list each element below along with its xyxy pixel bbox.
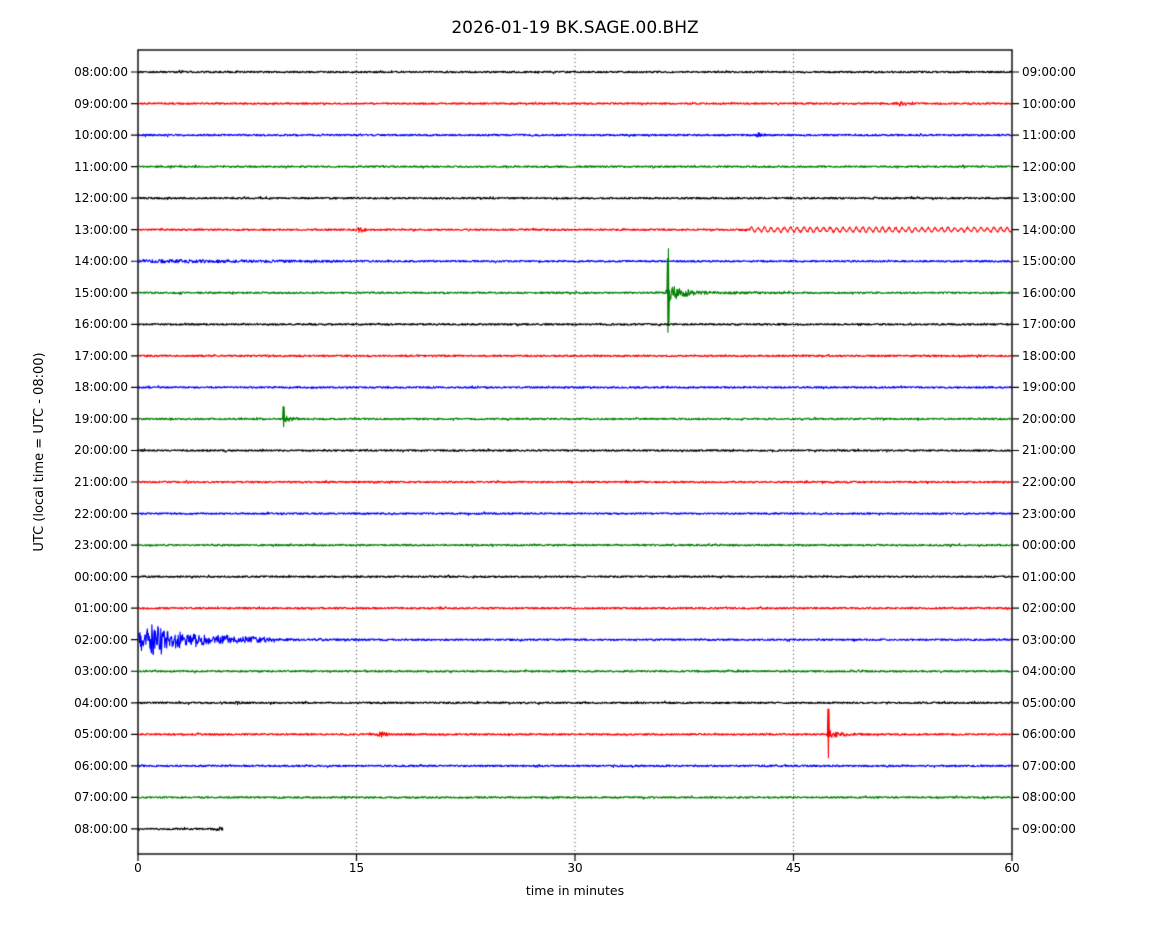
x-tick-label: 0 — [134, 861, 142, 875]
utc-time-label: 04:00:00 — [74, 695, 128, 710]
local-time-label: 15:00:00 — [1022, 254, 1076, 269]
utc-time-label: 02:00:00 — [74, 632, 128, 647]
local-time-label: 07:00:00 — [1022, 758, 1076, 773]
utc-time-label: 01:00:00 — [74, 601, 128, 616]
x-tick-label: 45 — [785, 861, 802, 875]
local-time-label: 00:00:00 — [1022, 538, 1076, 553]
local-time-label: 11:00:00 — [1022, 128, 1076, 143]
local-time-label: 09:00:00 — [1022, 65, 1076, 79]
local-time-label: 20:00:00 — [1022, 411, 1076, 426]
utc-time-label: 07:00:00 — [74, 790, 128, 805]
x-tick-label: 30 — [567, 861, 583, 875]
utc-time-label: 06:00:00 — [74, 758, 128, 773]
local-time-label: 08:00:00 — [1022, 790, 1076, 805]
local-time-label: 22:00:00 — [1022, 475, 1076, 490]
local-time-label: 17:00:00 — [1022, 317, 1076, 332]
local-time-label: 09:00:00 — [1022, 821, 1076, 836]
local-time-label: 18:00:00 — [1022, 348, 1076, 363]
local-time-label: 01:00:00 — [1022, 569, 1076, 584]
local-time-label: 06:00:00 — [1022, 727, 1076, 742]
utc-time-label: 21:00:00 — [74, 475, 128, 490]
utc-time-label: 14:00:00 — [74, 254, 128, 269]
utc-time-label: 23:00:00 — [74, 538, 128, 553]
utc-time-label: 18:00:00 — [74, 380, 128, 395]
x-axis-label: time in minutes — [525, 883, 625, 898]
utc-time-label: 00:00:00 — [74, 569, 128, 584]
x-tick-label: 60 — [1004, 861, 1020, 875]
local-time-label: 12:00:00 — [1022, 159, 1076, 174]
utc-time-label: 11:00:00 — [74, 159, 128, 174]
local-time-label: 16:00:00 — [1022, 285, 1076, 300]
local-time-label: 04:00:00 — [1022, 664, 1076, 679]
local-time-label: 02:00:00 — [1022, 601, 1076, 616]
utc-time-label: 19:00:00 — [74, 411, 128, 426]
utc-time-label: 10:00:00 — [74, 128, 128, 143]
local-time-label: 23:00:00 — [1022, 506, 1076, 521]
local-time-label: 21:00:00 — [1022, 443, 1076, 458]
utc-time-label: 08:00:00 — [74, 821, 128, 836]
utc-time-label: 12:00:00 — [74, 191, 128, 206]
utc-time-label: 08:00:00 — [74, 65, 128, 79]
local-time-label: 13:00:00 — [1022, 191, 1076, 206]
x-tick-label: 15 — [348, 861, 365, 875]
utc-time-label: 22:00:00 — [74, 506, 128, 521]
utc-time-label: 03:00:00 — [74, 664, 128, 679]
local-time-label: 10:00:00 — [1022, 96, 1076, 111]
utc-time-label: 17:00:00 — [74, 348, 128, 363]
utc-time-label: 20:00:00 — [74, 443, 128, 458]
local-time-label: 03:00:00 — [1022, 632, 1076, 647]
plot-title: 2026-01-19 BK.SAGE.00.BHZ — [451, 18, 699, 38]
utc-time-label: 16:00:00 — [74, 317, 128, 332]
utc-time-label: 05:00:00 — [74, 727, 128, 742]
utc-time-label: 13:00:00 — [74, 222, 128, 237]
utc-time-label: 15:00:00 — [74, 285, 128, 300]
utc-time-label: 09:00:00 — [74, 96, 128, 111]
local-time-label: 19:00:00 — [1022, 380, 1076, 395]
local-time-label: 05:00:00 — [1022, 695, 1076, 710]
local-time-label: 14:00:00 — [1022, 222, 1076, 237]
